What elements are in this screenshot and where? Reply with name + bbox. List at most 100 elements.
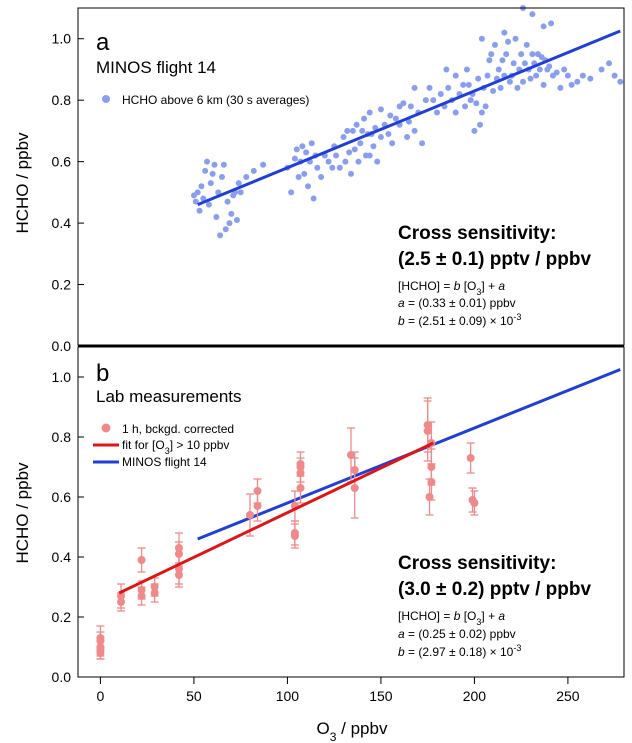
panel-a-point-17 [222,226,229,233]
panel-a-point-101 [473,100,480,107]
panel-a-point-108 [486,57,493,64]
panel-a-point-73 [387,112,394,119]
panel-b-legend-label-2: fit for [O3] > 10 ppbv [122,438,229,456]
panel-b-point-30 [423,400,432,462]
panel-a-point-83 [419,140,426,147]
panel-a-point-84 [422,97,429,104]
panel-a-point-150 [598,66,605,73]
panel-b-marker-16 [246,511,255,519]
panel-a-point-40 [308,140,315,147]
panel-a-point-145 [564,72,571,79]
panel-a-point-118 [505,38,512,45]
panel-b-point-9 [137,586,146,606]
panel-a-point-6 [202,167,209,174]
panel-a-point-122 [512,35,519,42]
panel-a-point-80 [407,103,414,110]
panel-a-point-37 [303,149,310,156]
panel-a-point-26 [243,174,250,180]
panel-a-point-78 [404,134,411,141]
panel-a-legend-label: HCHO above 6 km (30 s averages) [122,93,309,107]
panel-a-y-tick-label-3: 0.6 [52,154,72,170]
panel-b-lab-fit-line [118,441,434,595]
panel-a-point-5 [200,195,207,202]
panel-b-y-tick-label-5: 1.0 [52,369,72,385]
panel-a-point-104 [478,109,485,116]
panel-a-point-30 [288,189,295,196]
panel-b-point-21 [290,523,299,549]
panel-a-annotation-line2: (2.5 ± 0.1) pptv / ppbv [398,249,592,270]
panel-a-annotation-line1: Cross sensitivity: [398,223,556,244]
panel-a-point-50 [336,164,343,171]
panel-a-point-81 [411,127,418,134]
panel-a-point-125 [518,51,525,58]
panel-a-point-114 [497,84,504,91]
panel-b-legend-label-1: 1 h, bckgd. corrected [122,422,234,436]
panel-a-point-35 [299,143,306,150]
panel-b-y-tick-label-4: 0.8 [52,429,72,445]
panel-b-marker-4 [96,649,105,657]
panel-a-y-tick-label-1: 0.2 [52,277,72,293]
panel-a-point-147 [574,78,581,85]
panel-b-marker-21 [290,532,299,540]
x-tick-label-5: 250 [556,688,580,704]
panel-b-marker-18 [253,502,262,510]
panel-b-point-25 [296,472,305,504]
panel-a-point-67 [370,143,377,150]
x-tick-label-3: 150 [369,688,393,704]
panel-a-point-157 [548,20,555,27]
panel-a-point-38 [304,183,311,190]
panel-a-title: MINOS flight 14 [96,58,216,77]
panel-a-point-119 [506,78,513,85]
panel-a-point-163 [411,84,418,91]
panel-a-point-158 [478,35,485,42]
panel-a-point-135 [536,66,543,73]
panel-b-equation: [HCHO] = b [O3] + a [398,609,505,627]
panel-b-annotation-line2: (3.0 ± 0.2) pptv / ppbv [398,579,592,600]
panel-a-y-tick-label-4: 0.8 [52,92,72,108]
panel-b-x-ticks: 0 50 100 150 200 250 [97,677,580,704]
panel-a-point-7 [204,158,211,165]
panel-b-marker-25 [296,484,305,492]
panel-a-point-128 [523,41,530,48]
panel-a-points [190,5,624,239]
x-axis-label: O3 / ppbv [317,719,388,743]
panel-a-point-2 [194,189,201,196]
panel-a-point-31 [291,155,298,162]
panel-a-point-146 [568,81,575,88]
panel-b-annotation-line1: Cross sensitivity: [398,553,556,574]
panel-b-marker-6 [117,598,126,606]
panel-a-point-100 [471,127,478,134]
panel-a-point-110 [490,87,497,94]
panel-b-point-34 [425,478,434,516]
panel-b-point-11 [150,583,159,603]
panel-b-y-label: HCHO / ppbv [13,462,32,564]
panel-a-point-59 [355,158,362,165]
panel-b-point-37 [470,490,479,516]
panel-b-param-b: b = (2.97 ± 0.18) × 10-3 [398,643,521,659]
panel-b-legend-marker [101,423,111,433]
panel-a-point-159 [501,29,508,36]
panel-b-point-4 [96,646,105,660]
panel-a-point-57 [351,146,358,153]
panel-a-point-152 [611,72,618,79]
panel-a-point-11 [211,161,218,168]
panel-a-point-123 [514,84,521,91]
panel-a-param-a: a = (0.33 ± 0.01) ppbv [398,296,516,310]
panel-a-point-153 [617,78,624,85]
panel-a-point-149 [587,75,594,82]
panel-b-marker-9 [137,592,146,600]
panel-a-point-115 [499,57,506,64]
panel-a-point-79 [405,118,412,125]
panel-a-point-52 [342,158,349,165]
panel-a-point-151 [606,60,613,67]
panel-a-point-19 [226,220,233,227]
panel-a-point-117 [503,51,510,58]
panel-a-point-102 [475,75,482,82]
panel-a-point-92 [452,109,459,116]
panel-b-y-tick-label-1: 0.2 [52,609,72,625]
panel-a-y-tick-label-2: 0.4 [52,215,72,231]
panel-b-point-28 [350,457,359,519]
panel-a-point-44 [318,174,325,180]
panel-a-point-14 [217,232,224,239]
panel-a-point-16 [220,161,227,168]
